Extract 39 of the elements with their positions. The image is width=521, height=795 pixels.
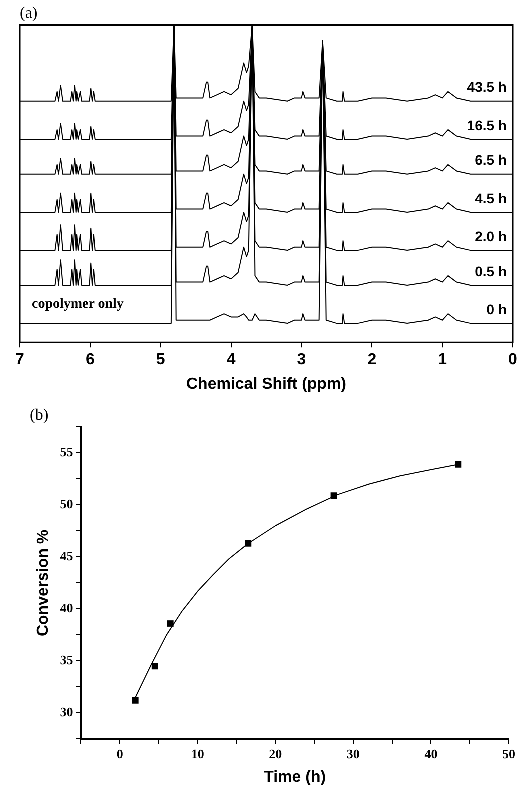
y-tick-label: 30 [60, 704, 74, 720]
chart-title: (a) [20, 4, 38, 22]
x-tick-label: 1 [438, 352, 448, 369]
x-tick-label: 2 [368, 352, 377, 369]
y-axis-title: Conversion % [35, 530, 52, 637]
x-tick-label: 50 [502, 746, 516, 762]
x-axis-title: Time (h) [264, 768, 326, 786]
series-label: 6.5 h [475, 152, 507, 168]
point [455, 461, 462, 468]
series-label: 16.5 h [467, 117, 507, 134]
x-tick-label: 4 [226, 352, 236, 369]
x-axis-title: Chemical Shift (ppm) [186, 376, 347, 393]
x-tick-label: 6 [86, 352, 95, 369]
x-tick-label: 3 [297, 352, 306, 369]
y-tick-label: 45 [60, 548, 74, 564]
x-tick-label: 20 [269, 746, 282, 762]
point [330, 492, 338, 500]
x-tick-label: 7 [16, 352, 25, 369]
x-tick-label: 5 [156, 352, 166, 369]
point [167, 620, 174, 627]
annotation: copolymer only [32, 297, 124, 312]
series-label: 0.5 h [475, 263, 507, 280]
point [132, 698, 139, 704]
x-tick-label: 40 [424, 746, 438, 762]
y-tick-label: 50 [60, 496, 74, 512]
y-tick-label: 55 [60, 444, 74, 460]
point [152, 663, 158, 670]
y-tick-label: 40 [60, 600, 74, 616]
series-label: 43.5 h [467, 79, 507, 96]
series-label: 0 h [486, 301, 507, 318]
x-tick-label: 0 [508, 352, 518, 369]
series-label: 4.5 h [475, 190, 507, 206]
x-tick-label: 10 [191, 746, 204, 762]
x-tick-label: 0 [116, 746, 124, 762]
y-tick-label: 35 [60, 652, 74, 668]
chart-title: (b) [30, 406, 49, 424]
point [245, 540, 252, 547]
series-label: 2.0 h [475, 228, 507, 244]
x-tick-label: 30 [346, 746, 360, 762]
